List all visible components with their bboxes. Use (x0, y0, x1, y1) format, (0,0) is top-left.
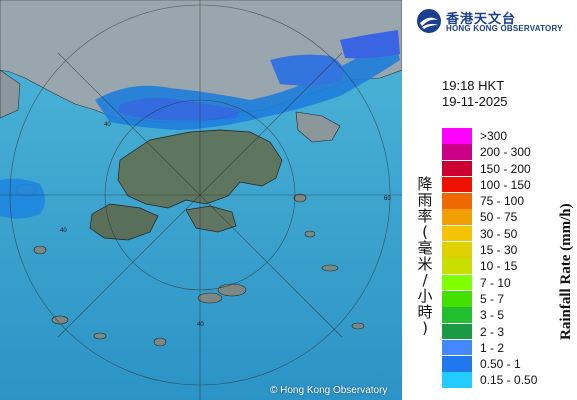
legend-swatch (442, 372, 472, 389)
radar-map-svg: 60 40 40 40 (0, 0, 402, 400)
legend-title-en: Rainfall Rate (mm/h) (558, 203, 574, 340)
legend-swatch (442, 225, 472, 242)
svg-text:40: 40 (104, 122, 111, 128)
peninsula-east (295, 111, 341, 143)
svg-text:60: 60 (384, 196, 391, 202)
legend-swatch (442, 193, 472, 209)
legend-range-label: 2 - 3 (480, 324, 505, 339)
legend-title-cn-char: 雨 (417, 191, 433, 209)
hko-logo: 香港天文台 HONG KONG OBSERVATORY (416, 6, 576, 38)
legend-range-label: 10 - 15 (480, 259, 518, 274)
legend-swatch (442, 274, 472, 291)
legend-title-cn-char: / (422, 271, 428, 289)
legend-range-label: 150 - 200 (480, 161, 531, 176)
legend-swatch (442, 209, 472, 226)
logo-name-en: HONG KONG OBSERVATORY (446, 24, 563, 33)
svg-text:40: 40 (197, 322, 204, 328)
radar-map[interactable]: 60 40 40 40 © Hong Kong Observatory (0, 0, 402, 400)
hong-kong-island (185, 205, 237, 233)
legend-title-cn-char: 率 (417, 207, 433, 225)
legend-range-label: 5 - 7 (480, 291, 505, 306)
legend-range-label: 50 - 75 (480, 210, 518, 225)
legend-range-label: 7 - 10 (480, 275, 511, 290)
time-clock: 19:18 HKT (442, 78, 505, 93)
legend-title-cn-char: ( (422, 223, 428, 241)
logo-name-cn: 香港天文台 (446, 12, 517, 27)
legend-swatch (442, 258, 472, 274)
legend-title-cn-char: 米 (417, 255, 433, 273)
legend-title-cn-char: 毫 (417, 239, 433, 257)
time-date: 19-11-2025 (442, 94, 508, 109)
svg-text:40: 40 (60, 228, 67, 234)
legend-swatch (442, 144, 472, 160)
legend-range-label: 0.15 - 0.50 (480, 373, 538, 388)
legend-swatch (442, 307, 472, 323)
legend-range-label: 1 - 2 (480, 340, 505, 355)
legend-swatch (442, 242, 472, 258)
legend-swatch (442, 323, 472, 340)
legend-title-cn: 降雨率(毫米 / 小時) (416, 176, 434, 336)
legend-title-cn-char: ) (422, 319, 428, 337)
legend-title-cn-char: 降 (417, 175, 433, 193)
mainland-west-coast (0, 69, 21, 119)
legend-swatch (442, 128, 472, 144)
hko-emblem-icon (417, 9, 441, 33)
legend-swatch (442, 290, 472, 307)
copyright-notice: © Hong Kong Observatory (270, 385, 388, 396)
legend-range-label: >300 (480, 129, 508, 143)
legend-swatch (442, 160, 472, 177)
legend-panel: 香港天文台 HONG KONG OBSERVATORY 19:18 HKT 19… (402, 0, 577, 400)
timestamp: 19:18 HKT 19-11-2025 (442, 78, 508, 110)
legend-range-label: 0.50 - 1 (480, 357, 521, 372)
legend-swatch (442, 356, 472, 372)
legend-title-cn-char: 小 (417, 287, 433, 305)
range-rings (0, 0, 402, 400)
legend-swatch (442, 176, 472, 193)
legend-range-label: 30 - 50 (480, 226, 518, 241)
legend-range-label: 15 - 30 (480, 243, 518, 258)
legend-title-cn-char: 時 (417, 303, 433, 321)
outlying-islands (15, 183, 365, 347)
legend-range-label: 75 - 100 (480, 194, 525, 209)
legend-range-label: 3 - 5 (480, 308, 505, 323)
legend-range-label: 100 - 150 (480, 177, 531, 192)
legend-swatch (442, 339, 472, 356)
legend-range-label: 200 - 300 (480, 145, 531, 160)
ring-labels: 60 40 40 40 (60, 122, 391, 328)
